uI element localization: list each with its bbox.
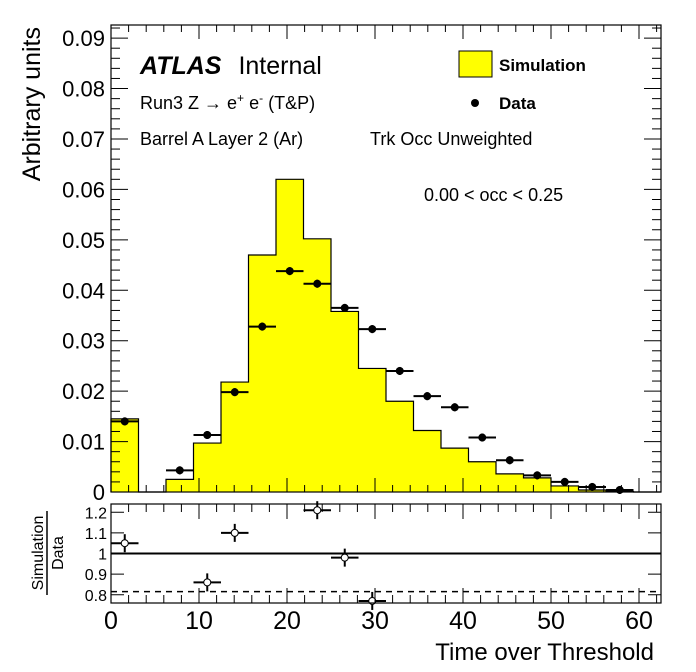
electron-1: e (227, 93, 237, 113)
simulation-bar (303, 238, 331, 492)
y-tick-label: 0.07 (62, 127, 105, 152)
atlas-status: Internal (238, 52, 321, 80)
data-point (588, 482, 597, 491)
data-point (368, 325, 377, 334)
data-point (120, 417, 129, 426)
y-tick-label: 0.05 (62, 228, 105, 253)
ratio-y-tick-label: 0.9 (85, 567, 107, 584)
y-tick-label: 0.03 (62, 329, 105, 354)
simulation-bar (413, 430, 441, 492)
simulation-bar (386, 401, 414, 492)
data-point (203, 431, 212, 440)
ratio-point (340, 553, 349, 562)
legend-data-label: Data (499, 94, 536, 113)
x-tick-label: 60 (625, 607, 653, 635)
process-label: Run3 Z → e+ e- (T&P) (140, 91, 315, 113)
data-point (285, 267, 294, 276)
simulation-bar (496, 473, 524, 492)
data-point (450, 403, 459, 412)
electron-2: e (244, 93, 259, 113)
simulation-bar (193, 443, 221, 492)
main-frame (110, 24, 662, 493)
simulation-bar (468, 461, 496, 492)
occupancy-range-label: 0.00 < occ < 0.25 (424, 185, 563, 205)
x-tick-label: 10 (185, 607, 213, 635)
data-point (505, 456, 514, 465)
main-plot-area: 0 0.01 0.02 0.03 0.04 0.05 0.06 0.07 0.08 0.09 (62, 24, 662, 505)
electron-2-charge: - (259, 91, 263, 105)
y-axis-label: Arbitrary units (18, 27, 46, 181)
legend-simulation-label: Simulation (499, 56, 586, 75)
simulation-bar (166, 479, 194, 492)
ratio-plot-area: 0.8 0.9 1 1.1 1.2 0 10 20 30 40 50 60 (85, 501, 662, 635)
data-point (423, 392, 432, 401)
simulation-bar (523, 477, 551, 492)
ratio-label-denominator: Data (50, 536, 67, 570)
ratio-y-tick-label: 0.8 (85, 588, 107, 605)
x-tick-label: 0 (104, 607, 118, 635)
data-point (258, 322, 267, 331)
simulation-outline (110, 178, 661, 493)
y-tick-label: 0.01 (62, 430, 105, 455)
process-prefix: Run3 Z (140, 93, 204, 113)
data-point (533, 471, 542, 480)
atlas-label: ATLAS Internal (139, 52, 322, 80)
data-point (313, 279, 322, 288)
x-tick-label: 30 (361, 607, 389, 635)
electron-1-charge: + (237, 91, 244, 105)
simulation-bar (578, 489, 606, 492)
x-axis-label: Time over Threshold (435, 639, 654, 666)
ratio-point (203, 578, 212, 587)
ratio-y-tick-label: 1 (98, 547, 107, 564)
x-tick-label: 20 (273, 607, 301, 635)
legend-simulation-swatch (458, 50, 493, 78)
y-tick-label: 0 (93, 480, 105, 505)
data-point (560, 477, 569, 486)
simulation-bar (551, 485, 579, 492)
region-label: Barrel A Layer 2 (Ar) (140, 129, 303, 149)
data-point (230, 388, 239, 397)
ratio-point (313, 506, 322, 515)
simulation-bar (248, 254, 276, 492)
weighting-label: Trk Occ Unweighted (370, 129, 532, 149)
simulation-bar (276, 179, 304, 492)
data-point (478, 433, 487, 442)
ratio-y-tick-label: 1.2 (85, 505, 107, 522)
y-tick-label: 0.04 (62, 278, 105, 303)
y-tick-label: 0.06 (62, 177, 105, 202)
simulation-bar (441, 448, 469, 492)
simulation-bar (331, 311, 359, 492)
ratio-y-axis-label: Simulation Data (30, 511, 67, 595)
data-point (340, 303, 349, 312)
simulation-bar (111, 418, 139, 492)
process-suffix: (T&P) (263, 93, 315, 113)
simulation-bar (221, 382, 249, 492)
legend: Simulation Data (458, 50, 586, 113)
legend-data-marker (471, 99, 479, 107)
y-tick-label: 0.02 (62, 379, 105, 404)
ratio-label-numerator: Simulation (30, 516, 47, 591)
simulation-bar (358, 368, 386, 492)
ratio-point (230, 528, 239, 537)
x-tick-label: 40 (449, 607, 477, 635)
y-tick-label: 0.08 (62, 77, 105, 102)
data-point (615, 485, 624, 494)
data-point (395, 366, 404, 375)
atlas-experiment: ATLAS (139, 52, 222, 80)
ratio-y-tick-label: 1.1 (85, 526, 107, 543)
arrow-symbol: → (204, 93, 222, 113)
x-tick-label: 50 (537, 607, 565, 635)
y-tick-label: 0.09 (62, 26, 105, 51)
ratio-point (120, 539, 129, 548)
data-point (175, 466, 184, 475)
